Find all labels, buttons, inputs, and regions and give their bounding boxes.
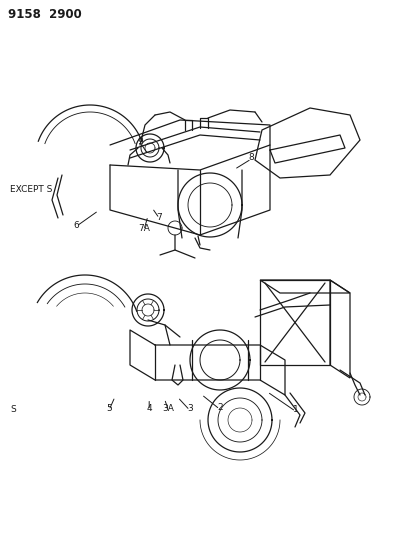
Text: 8: 8 [249,153,254,162]
Text: 7A: 7A [138,224,150,233]
Text: 3: 3 [187,405,193,414]
Text: 9: 9 [138,137,143,146]
Text: EXCEPT S: EXCEPT S [10,185,52,195]
Text: 2: 2 [217,403,223,413]
Text: 1: 1 [293,406,299,415]
Text: 4: 4 [146,405,152,414]
Text: 7: 7 [157,213,162,222]
Text: 5: 5 [106,405,112,414]
Text: 3A: 3A [163,405,174,414]
Text: 9158  2900: 9158 2900 [8,8,82,21]
Text: 6: 6 [73,221,79,230]
Text: S: S [10,406,16,415]
